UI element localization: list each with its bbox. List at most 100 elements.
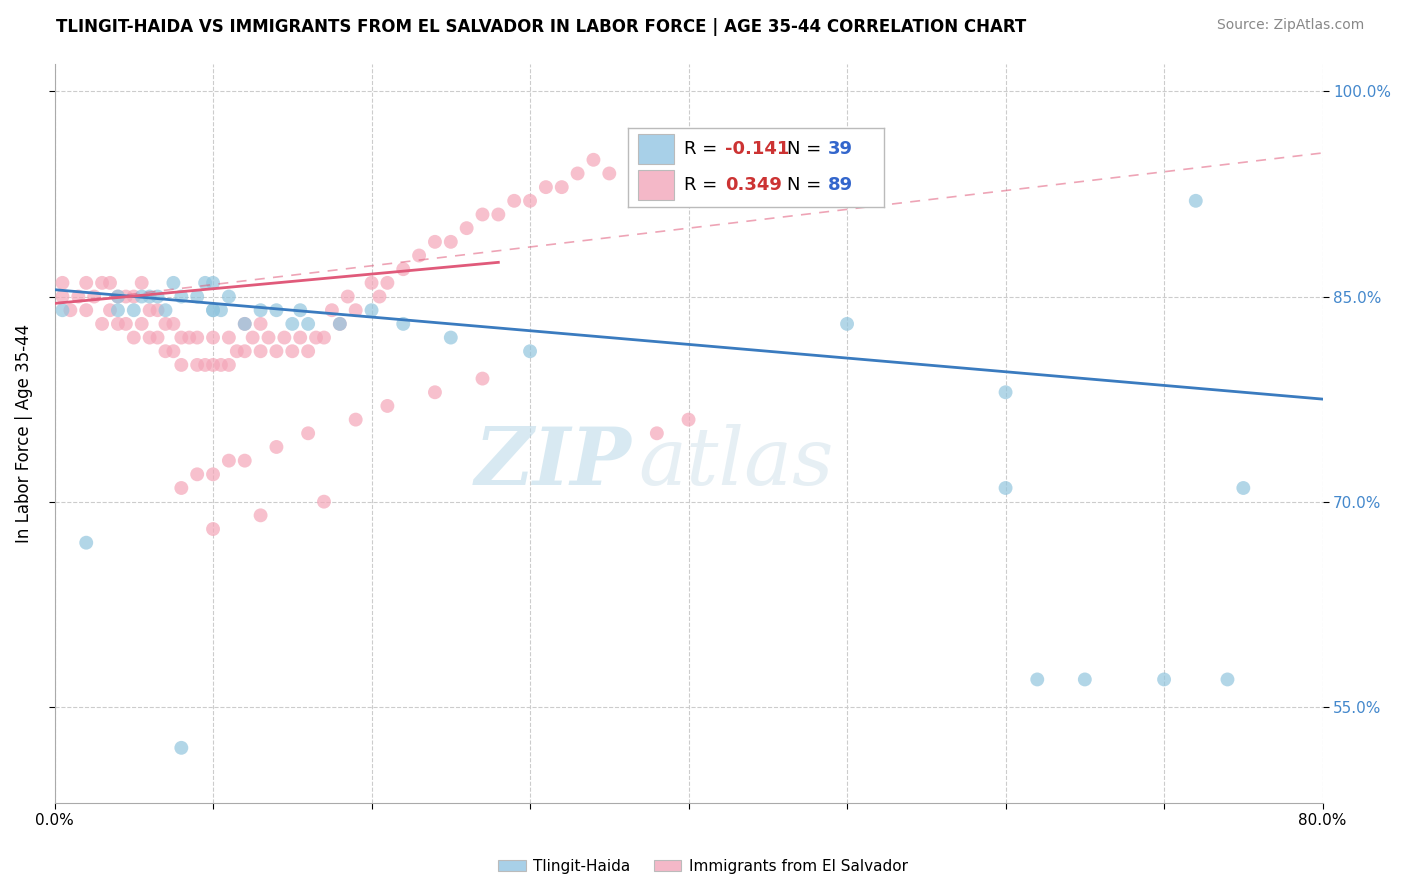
Point (249, 317, 271, 331)
Point (202, 522, 225, 536)
Point (266, 344, 288, 359)
Point (598, 166, 620, 180)
Point (377, 399, 399, 413)
Point (202, 303, 225, 318)
Point (423, 385, 446, 400)
Point (155, 303, 177, 318)
Point (138, 330, 160, 344)
Point (91, 276, 114, 290)
Point (329, 317, 352, 331)
Point (146, 289, 169, 303)
Point (567, 166, 589, 180)
Point (582, 153, 605, 167)
Point (297, 344, 319, 359)
Point (131, 289, 153, 303)
Point (994, 481, 1017, 495)
Point (281, 344, 304, 359)
Point (186, 289, 208, 303)
Point (170, 330, 193, 344)
Point (225, 344, 247, 359)
Text: 0.349: 0.349 (725, 176, 782, 194)
Bar (638, 170, 673, 201)
Point (170, 358, 193, 372)
Point (202, 358, 225, 372)
Point (186, 330, 208, 344)
Point (186, 358, 208, 372)
Point (218, 453, 240, 467)
Point (107, 289, 129, 303)
Point (75, 535, 97, 549)
Point (233, 344, 256, 359)
Point (155, 344, 177, 359)
Point (290, 330, 312, 344)
Point (344, 303, 367, 318)
Point (249, 508, 271, 523)
Text: N =: N = (787, 176, 827, 194)
Text: R =: R = (685, 140, 723, 159)
Point (1074, 673, 1097, 687)
Point (146, 330, 169, 344)
Point (233, 317, 256, 331)
Point (98, 276, 121, 290)
Point (392, 262, 415, 277)
Y-axis label: In Labor Force | Age 35-44: In Labor Force | Age 35-44 (15, 324, 32, 543)
Point (202, 330, 225, 344)
Point (194, 358, 217, 372)
Point (122, 330, 145, 344)
Point (233, 453, 256, 467)
Point (107, 317, 129, 331)
Point (534, 180, 557, 194)
Point (51, 303, 73, 318)
Point (266, 440, 288, 454)
Point (179, 330, 201, 344)
Point (408, 248, 430, 262)
Point (835, 317, 858, 331)
Point (377, 276, 399, 290)
Point (321, 303, 343, 318)
Point (131, 317, 153, 331)
Point (122, 289, 145, 303)
Point (336, 289, 359, 303)
Point (162, 344, 184, 359)
Point (194, 276, 217, 290)
Point (146, 303, 169, 318)
Point (1232, 481, 1254, 495)
Legend: Tlingit-Haida, Immigrants from El Salvador: Tlingit-Haida, Immigrants from El Salvad… (492, 853, 914, 880)
Point (360, 276, 382, 290)
Point (1184, 194, 1206, 208)
Bar (638, 134, 673, 164)
Point (67, 289, 90, 303)
Point (131, 276, 153, 290)
Point (115, 317, 138, 331)
Point (209, 358, 232, 372)
Point (83, 289, 105, 303)
Point (329, 317, 352, 331)
Point (122, 303, 145, 318)
Point (51, 289, 73, 303)
Point (290, 303, 312, 318)
Point (75, 303, 97, 318)
Point (202, 303, 225, 318)
Point (249, 344, 271, 359)
Point (519, 194, 541, 208)
Point (51, 276, 73, 290)
Point (138, 289, 160, 303)
Point (91, 317, 114, 331)
Point (249, 303, 271, 318)
Point (281, 317, 304, 331)
Text: 39: 39 (828, 140, 852, 159)
Point (1216, 673, 1239, 687)
Text: -0.141: -0.141 (725, 140, 790, 159)
Point (519, 344, 541, 359)
Point (170, 740, 193, 755)
Text: R =: R = (685, 176, 723, 194)
Point (257, 330, 280, 344)
Point (423, 235, 446, 249)
Point (209, 303, 232, 318)
Point (138, 303, 160, 318)
Point (115, 289, 138, 303)
Point (218, 330, 240, 344)
Point (440, 330, 463, 344)
Point (266, 303, 288, 318)
Text: 89: 89 (828, 176, 853, 194)
